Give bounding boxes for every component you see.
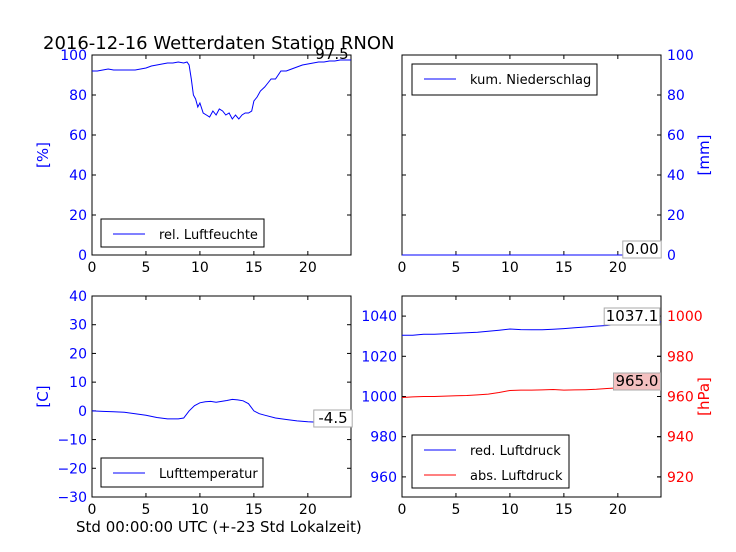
figure-title: 2016-12-16 Wetterdaten Station RNON	[43, 33, 394, 54]
temperature-ytick-label: −10	[57, 433, 87, 449]
precipitation-ytick-label: 60	[667, 128, 685, 144]
humidity-legend	[100, 218, 265, 248]
precipitation-xtick-label: 5	[451, 260, 460, 276]
pressure-xtick-label: 20	[609, 502, 627, 518]
pressure-ytick-label: 1000	[361, 390, 397, 406]
humidity-series-line	[92, 59, 351, 120]
precipitation-ytick-label: 80	[667, 88, 685, 104]
precipitation-annotation-box	[622, 240, 662, 259]
humidity-ylabel: [%]	[34, 142, 52, 168]
pressure-panel: 0 5 10 15 20 960 980 1000 1020 1040 920 940 960 980 10…	[361, 295, 713, 518]
temperature-xtick-label: 0	[88, 502, 97, 518]
humidity-xtick-label: 10	[191, 260, 209, 276]
humidity-ytick-label: 40	[69, 168, 87, 184]
humidity-ytick-label: 60	[69, 128, 87, 144]
humidity-panel: 0 5 10 15 20 0 20 40 60 80 100 [%] 97.5 rel. Luftfeuc…	[34, 45, 352, 276]
precipitation-ytick-label: 40	[667, 168, 685, 184]
precipitation-ytick-label: 0	[667, 248, 676, 264]
precipitation-panel: 0 5 10 15 20 0 20 40 60 80 100 [mm] 0.00 kum. Nieders…	[398, 48, 713, 276]
pressure-annotation: 965.0	[616, 372, 659, 390]
pressure-legend-label: abs. Luftdruck	[470, 469, 563, 484]
pressure-ytick-right-label: 920	[667, 470, 694, 486]
humidity-xtick-label: 5	[141, 260, 150, 276]
precipitation-xtick-label: 20	[609, 260, 627, 276]
precipitation-xtick-label: 0	[398, 260, 407, 276]
temperature-annotation: -4.5	[318, 409, 347, 427]
temperature-xtick-label: 15	[245, 502, 263, 518]
temperature-legend-label: Lufttemperatur	[159, 467, 258, 482]
pressure-ytick-right-label: 980	[667, 349, 694, 365]
temperature-ytick-label: 30	[69, 318, 87, 334]
temperature-ytick-label: 40	[69, 289, 87, 305]
pressure-annotation-box	[603, 307, 661, 326]
pressure-ytick-label: 1020	[361, 349, 397, 365]
pressure-ytick-right-label: 1000	[667, 309, 703, 325]
humidity-ytick-label: 20	[69, 208, 87, 224]
temperature-ylabel: [C]	[34, 385, 52, 407]
temperature-annotation-box	[313, 409, 353, 428]
precipitation-ytick-label: 100	[667, 48, 694, 64]
temperature-axes-frame	[91, 295, 352, 498]
humidity-ytick-label: 100	[60, 48, 87, 64]
temperature-ytick-label: 10	[69, 375, 87, 391]
temperature-xtick-label: 10	[191, 502, 209, 518]
temperature-series-line	[91, 398, 351, 425]
humidity-ytick-label: 80	[69, 88, 87, 104]
pressure-ytick-right-label: 940	[667, 430, 694, 446]
humidity-annotation: 97.5	[315, 45, 348, 63]
temperature-ytick-label: −20	[57, 461, 87, 477]
pressure-xtick-label: 5	[451, 502, 460, 518]
precipitation-annotation: 0.00	[625, 240, 658, 258]
pressure-ytick-label: 960	[370, 470, 397, 486]
temperature-ytick-label: −30	[57, 490, 87, 506]
precipitation-ytick-label: 20	[667, 208, 685, 224]
temperature-ytick-label: 20	[69, 346, 87, 362]
pressure-xtick-label: 15	[555, 502, 573, 518]
pressure-ytick-label: 980	[370, 430, 397, 446]
temperature-xtick-label: 5	[141, 502, 150, 518]
precipitation-ylabel: [mm]	[695, 135, 713, 176]
precipitation-legend-label: kum. Niederschlag	[470, 73, 591, 88]
pressure-annotation-box	[613, 372, 661, 391]
pressure-ylabel: [hPa]	[695, 377, 713, 416]
temperature-panel: 0 5 10 15 20 −30 −20 −10 0 10 20 30 40 [C] -4.5 Lufttem…	[34, 289, 353, 518]
humidity-axes-frame	[91, 54, 352, 256]
temperature-xtick-label: 20	[299, 502, 317, 518]
pressure-xtick-label: 0	[398, 502, 407, 518]
humidity-xtick-label: 20	[299, 260, 317, 276]
humidity-legend-label: rel. Luftfeuchte	[159, 228, 258, 243]
precipitation-xtick-label: 10	[501, 260, 519, 276]
pressure-ytick-right-label: 960	[667, 390, 694, 406]
humidity-ytick-label: 0	[78, 248, 87, 264]
pressure-legend-label: red. Luftdruck	[470, 444, 561, 459]
pressure-ytick-label: 1040	[361, 309, 397, 325]
figure-xlabel: Std 00:00:00 UTC (+-23 Std Lokalzeit)	[76, 518, 362, 536]
pressure-annotation: 1037.1	[606, 307, 659, 325]
pressure-legend	[411, 434, 570, 489]
precipitation-xtick-label: 15	[555, 260, 573, 276]
temperature-ytick-label: 0	[78, 404, 87, 420]
humidity-xtick-label: 15	[245, 260, 263, 276]
pressure-xtick-label: 10	[501, 502, 519, 518]
humidity-xtick-label: 0	[88, 260, 97, 276]
